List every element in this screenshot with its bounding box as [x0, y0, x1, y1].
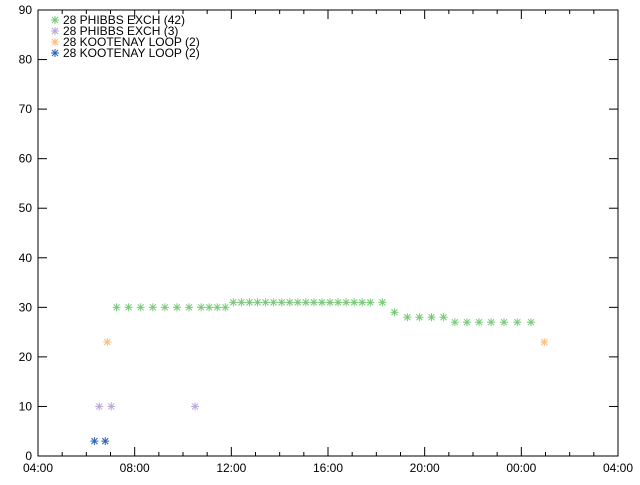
data-point: [334, 298, 343, 307]
y-tick-label: 30: [19, 300, 33, 314]
data-point: [301, 298, 310, 307]
data-point: [293, 298, 302, 307]
y-tick-label: 0: [25, 449, 32, 463]
legend-label: 28 KOOTENAY LOOP (2): [63, 46, 200, 60]
data-point: [475, 318, 484, 327]
data-point: [197, 303, 206, 312]
x-axis-labels: 04:00 08:00 12:00 16:00 20:00 00:00 04:00: [23, 461, 633, 475]
data-point: [95, 402, 104, 411]
data-point: [540, 338, 549, 347]
data-points: [90, 298, 549, 446]
data-point: [450, 318, 459, 327]
data-point: [172, 303, 181, 312]
y-tick-label: 80: [19, 53, 33, 67]
data-point: [487, 318, 496, 327]
data-point: [237, 298, 246, 307]
data-point: [107, 402, 116, 411]
data-point: [124, 303, 133, 312]
data-point: [439, 313, 448, 322]
y-tick-label: 40: [19, 251, 33, 265]
data-point: [358, 298, 367, 307]
x-tick-label: 04:00: [23, 461, 53, 475]
y-tick-label: 10: [19, 399, 33, 413]
data-point: [366, 298, 375, 307]
legend: 28 PHIBBS EXCH (42)28 PHIBBS EXCH (3)28 …: [51, 13, 200, 60]
y-tick-label: 50: [19, 201, 33, 215]
data-point: [185, 303, 194, 312]
data-point: [527, 318, 535, 327]
data-point: [261, 298, 270, 307]
x-tick-label: 04:00: [603, 461, 633, 475]
legend-label: 28 KOOTENAY LOOP (2): [63, 35, 200, 49]
data-point: [326, 298, 335, 307]
data-point: [350, 298, 359, 307]
data-point: [427, 313, 436, 322]
x-tick-label: 16:00: [313, 461, 343, 475]
legend-marker-icon: [51, 27, 59, 35]
data-point: [500, 318, 509, 327]
data-point: [317, 298, 326, 307]
legend-marker-icon: [51, 16, 59, 24]
data-point: [101, 437, 110, 446]
data-point: [191, 402, 200, 411]
data-point: [103, 338, 112, 347]
data-point: [136, 303, 145, 312]
data-point: [277, 298, 286, 307]
data-point: [229, 298, 238, 307]
y-tick-label: 90: [19, 3, 33, 17]
data-point: [462, 318, 471, 327]
data-point: [245, 298, 254, 307]
data-point: [221, 303, 230, 312]
legend-marker-icon: [51, 38, 59, 46]
legend-marker-icon: [51, 49, 59, 57]
data-point: [160, 303, 169, 312]
data-point: [148, 303, 157, 312]
plot-frame: [37, 9, 619, 457]
data-point: [213, 303, 222, 312]
data-point: [90, 437, 99, 446]
data-point: [513, 318, 522, 327]
y-tick-label: 20: [19, 350, 33, 364]
data-point: [269, 298, 278, 307]
y-tick-label: 70: [19, 102, 33, 116]
data-point: [415, 313, 424, 322]
data-point: [342, 298, 351, 307]
x-tick-label: 00:00: [506, 461, 536, 475]
axis-ticks: [37, 9, 619, 457]
legend-label: 28 PHIBBS EXCH (3): [63, 24, 178, 38]
data-point: [253, 298, 262, 307]
x-tick-label: 20:00: [410, 461, 440, 475]
x-tick-label: 08:00: [120, 461, 150, 475]
x-tick-label: 12:00: [216, 461, 246, 475]
y-axis-labels: 0 10 20 30 40 50 60 70 80 90: [19, 3, 33, 463]
data-point: [378, 298, 387, 307]
data-point: [112, 303, 121, 312]
data-point: [403, 313, 412, 322]
legend-label: 28 PHIBBS EXCH (42): [63, 13, 185, 27]
data-point: [309, 298, 318, 307]
data-point: [205, 303, 214, 312]
data-point: [390, 308, 399, 317]
data-point: [285, 298, 294, 307]
y-tick-label: 60: [19, 152, 33, 166]
